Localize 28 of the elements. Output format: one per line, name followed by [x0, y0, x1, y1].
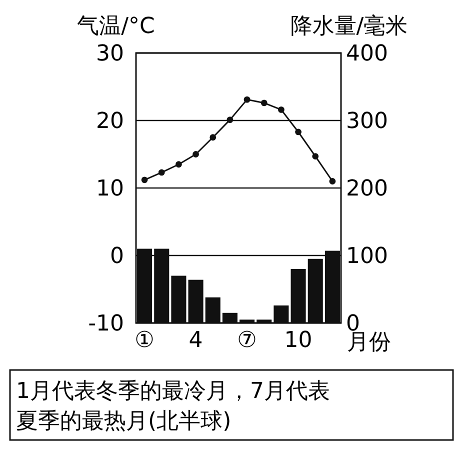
point: [210, 134, 216, 141]
x-tick-label: ⑦: [237, 328, 257, 353]
point: [295, 128, 302, 136]
point: [141, 176, 148, 184]
x-tick-label: ①: [134, 328, 154, 353]
y-tick-label: 20: [96, 109, 124, 134]
point: [176, 161, 182, 168]
point: [329, 178, 336, 184]
y2-tick-label: 100: [346, 244, 388, 270]
y2-tick-label: 200: [346, 176, 388, 202]
text: 1月代表冬季的最冷月，7月代表夏季的最热月(北半球): [16, 379, 330, 434]
y-tick-label: -10: [88, 312, 124, 337]
y2-axis-title: 降水量/毫米: [290, 14, 408, 39]
point: [244, 96, 250, 103]
y-axis-title: 气温/°C: [77, 14, 155, 39]
y2-tick-label: 300: [346, 109, 388, 134]
x-tick-label: 4: [188, 328, 203, 353]
point: [278, 106, 284, 113]
point: [226, 116, 234, 124]
point: [158, 169, 165, 176]
y2-tick-label: 400: [346, 42, 388, 67]
point: [312, 153, 319, 160]
x-tick-label: 10: [284, 328, 312, 353]
y-tick-label: 30: [96, 42, 124, 67]
y-tick-label: 0: [110, 244, 124, 270]
y-tick-label: 10: [96, 176, 124, 202]
point: [260, 100, 268, 106]
point: [192, 151, 199, 158]
